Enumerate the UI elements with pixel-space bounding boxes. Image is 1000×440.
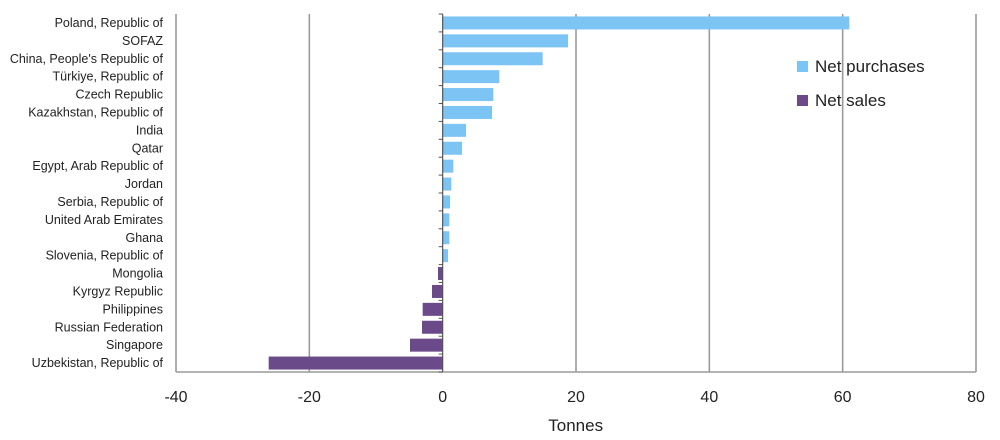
legend: Net purchases Net sales <box>797 57 925 110</box>
bar-united-arab-emirates <box>442 213 450 227</box>
category-label: Mongolia <box>112 267 163 281</box>
bar-india <box>442 123 466 137</box>
legend-label: Net purchases <box>815 57 925 76</box>
category-label: Slovenia, Republic of <box>46 249 164 263</box>
category-label: Ghana <box>125 231 163 245</box>
category-label: Kyrgyz Republic <box>73 284 163 298</box>
bar-kyrgyz-republic <box>432 284 443 298</box>
category-label: Poland, Republic of <box>55 16 164 30</box>
x-tick-label: 40 <box>700 389 718 406</box>
bar-mongolia <box>438 267 443 281</box>
category-label: Egypt, Arab Republic of <box>32 159 163 173</box>
x-tick-label: -20 <box>298 389 321 406</box>
legend-swatch <box>797 95 808 106</box>
x-tick-labels: -40 -20 0 20 40 60 80 <box>164 389 985 406</box>
category-label: Türkiye, Republic of <box>53 70 164 84</box>
x-tick-label: 60 <box>834 389 852 406</box>
category-label: Czech Republic <box>75 88 163 102</box>
bar-russian-federation <box>422 320 443 334</box>
x-tick-label: 0 <box>438 389 447 406</box>
category-label: Kazakhstan, Republic of <box>28 105 163 119</box>
category-label: Jordan <box>125 177 163 191</box>
zero-axis <box>438 13 444 373</box>
category-label: Philippines <box>103 302 163 316</box>
bar-egypt-arab-republic-of <box>442 159 454 173</box>
bar-qatar <box>442 141 462 155</box>
category-label: India <box>136 123 163 137</box>
category-label: United Arab Emirates <box>45 213 163 227</box>
bars <box>268 16 850 370</box>
bar-singapore <box>410 338 443 352</box>
x-tick-label: 20 <box>567 389 585 406</box>
bar-sofaz <box>442 34 568 48</box>
bar-philippines <box>422 302 443 316</box>
bar-czech-republic <box>442 88 494 102</box>
category-label: Russian Federation <box>55 320 163 334</box>
x-axis-title: Tonnes <box>548 416 603 435</box>
bar-slovenia-republic-of <box>442 249 448 263</box>
legend-swatch <box>797 61 808 72</box>
category-label: Singapore <box>106 338 163 352</box>
category-label: SOFAZ <box>122 34 163 48</box>
bar-uzbekistan-republic-of <box>268 356 443 370</box>
bar-china-people-s-republic-of <box>442 52 543 66</box>
category-label: Uzbekistan, Republic of <box>32 356 164 370</box>
bar-jordan <box>442 177 452 191</box>
category-label: Qatar <box>132 141 163 155</box>
x-tick-label: 80 <box>967 389 985 406</box>
legend-label: Net sales <box>815 91 886 110</box>
bar-poland-republic-of <box>442 16 850 30</box>
category-label: China, People's Republic of <box>10 52 164 66</box>
category-labels: Poland, Republic of SOFAZ China, People's … <box>10 16 164 370</box>
category-label: Serbia, Republic of <box>57 195 163 209</box>
x-tick-label: -40 <box>164 389 187 406</box>
bar-t-rkiye-republic-of <box>442 70 500 84</box>
bar-ghana <box>442 231 450 245</box>
grid-lines <box>175 14 977 373</box>
bar-kazakhstan-republic-of <box>442 105 492 119</box>
bar-serbia-republic-of <box>442 195 450 209</box>
